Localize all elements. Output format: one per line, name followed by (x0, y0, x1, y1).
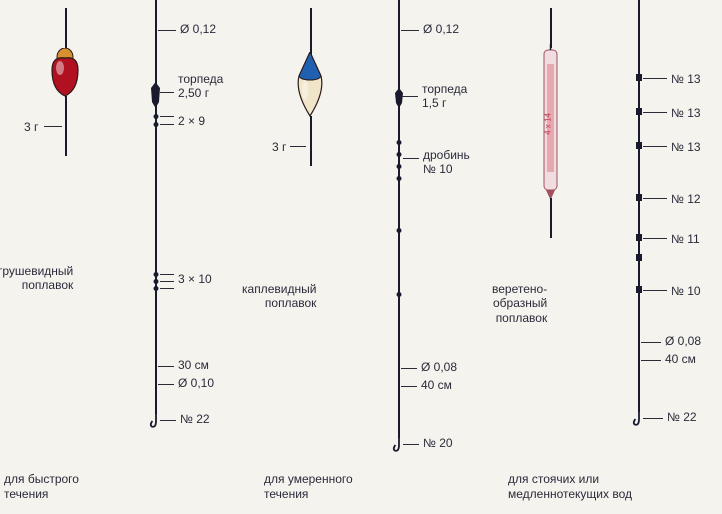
tick (641, 342, 661, 343)
tick (643, 198, 667, 199)
tick (643, 418, 663, 419)
w12: № 12 (671, 192, 701, 206)
leader-len: 40 см (665, 352, 696, 366)
rig-still: 4 x 14 веретено- образный поплавок № 13 … (0, 0, 722, 514)
float-stem-bottom (550, 198, 552, 238)
weight (636, 254, 642, 261)
tick (641, 360, 661, 361)
spindle-float: 4 x 14 (543, 44, 558, 200)
tick (643, 78, 667, 79)
w13-3: № 13 (671, 140, 701, 154)
w11: № 11 (671, 232, 700, 246)
caption-moderate: для умеренного течения (264, 472, 353, 502)
weight (636, 108, 642, 115)
weight (636, 74, 642, 81)
caption-fast: для быстрого течения (4, 472, 79, 502)
w10: № 10 (671, 284, 701, 298)
svg-text:4 x 14: 4 x 14 (544, 113, 553, 135)
w13-2: № 13 (671, 106, 701, 120)
float-type-label: веретено- образный поплавок (492, 282, 547, 325)
float-stem-top (550, 8, 552, 48)
hook-icon (632, 410, 646, 428)
tick (643, 146, 667, 147)
hook-size: № 22 (667, 410, 697, 424)
tick (643, 112, 667, 113)
weight (636, 234, 642, 241)
weight (636, 286, 642, 293)
tick (643, 238, 667, 239)
tick (643, 290, 667, 291)
caption-still: для стоячих или медленнотекущих вод (508, 472, 632, 502)
w13-1: № 13 (671, 72, 701, 86)
weight (636, 142, 642, 149)
weight (636, 194, 642, 201)
main-line (638, 0, 640, 412)
leader-diam: Ø 0,08 (665, 334, 701, 348)
